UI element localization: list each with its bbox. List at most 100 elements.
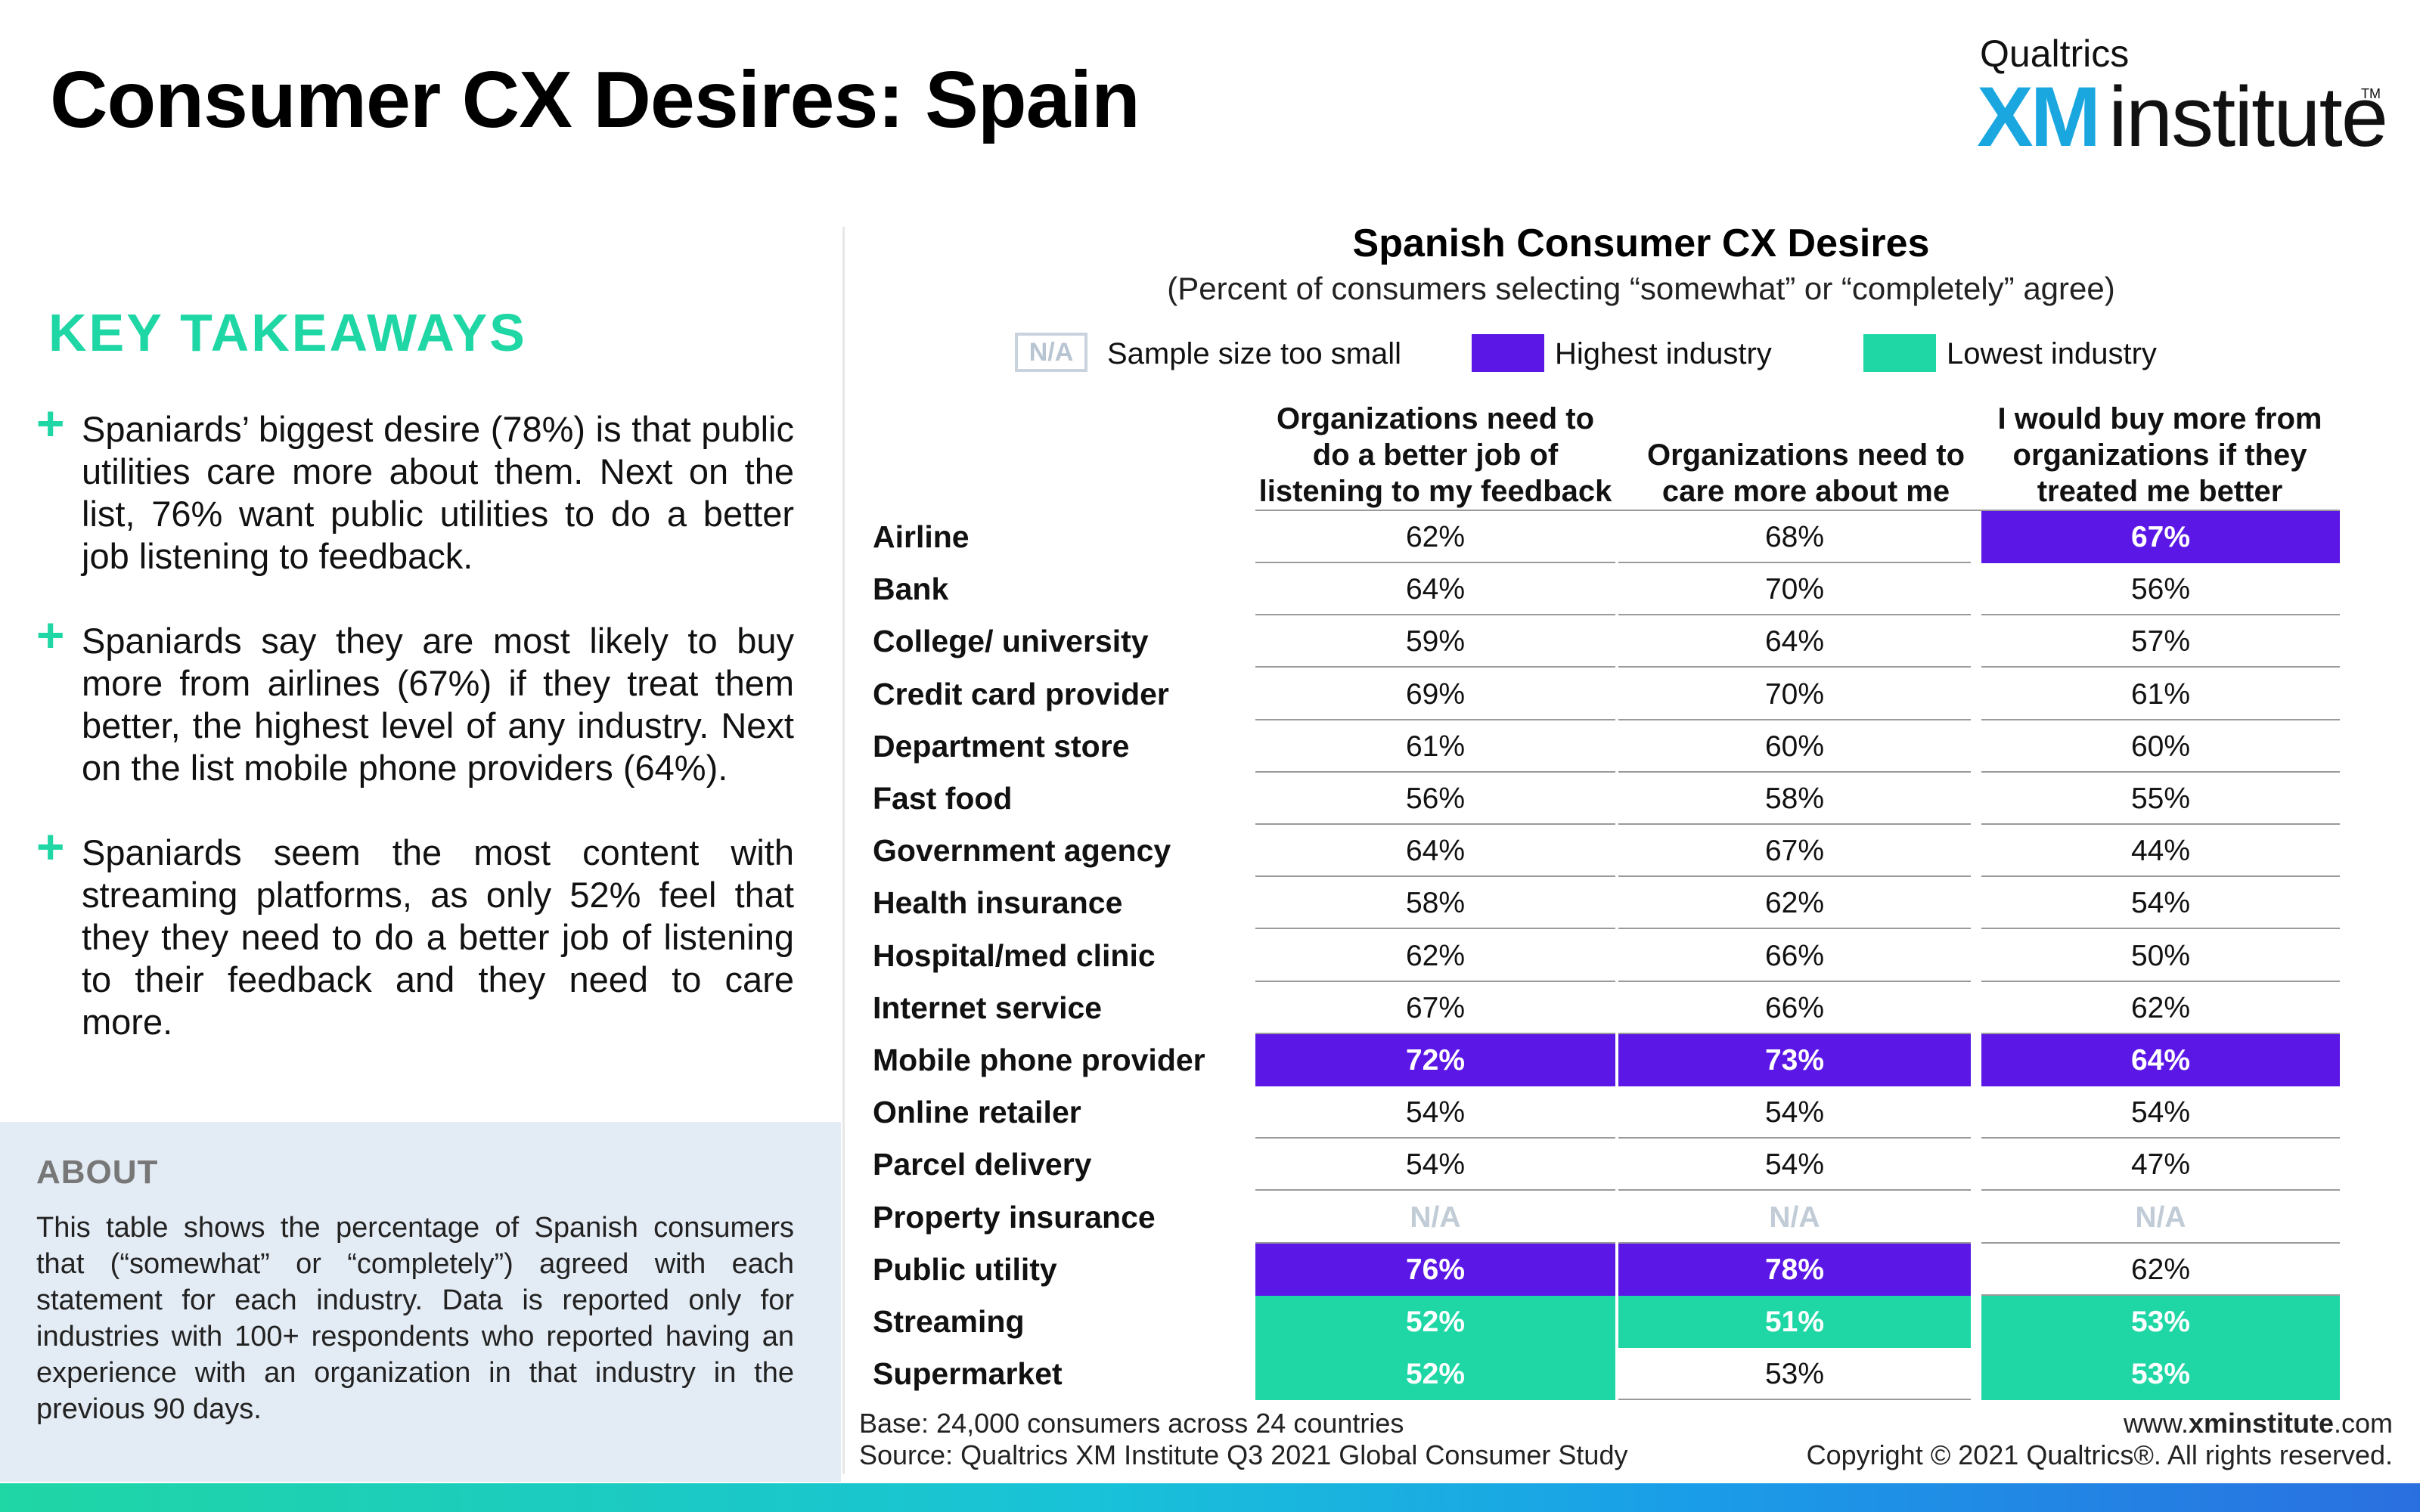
xm-institute-logo: Qualtrics XM institute TM bbox=[1977, 29, 2388, 164]
takeaway-text: Spaniards seem the most content with str… bbox=[82, 832, 794, 1042]
table-cell: 58% bbox=[1618, 773, 1971, 825]
table-cell: 53% bbox=[1981, 1296, 2340, 1348]
table-row: Mobile phone provider 72% 73% 64% bbox=[870, 1034, 2382, 1086]
table-cell: 70% bbox=[1618, 563, 1971, 616]
table-cell: 72% bbox=[1255, 1034, 1615, 1086]
legend-highest-swatch bbox=[1472, 334, 1544, 372]
row-label: Mobile phone provider bbox=[873, 1043, 1205, 1077]
table-cell: 56% bbox=[1255, 773, 1615, 825]
table-cell: 54% bbox=[1618, 1139, 1971, 1191]
row-label: Public utility bbox=[873, 1251, 1057, 1287]
table-cell: 60% bbox=[1618, 720, 1971, 773]
table-row: Health insurance 58% 62% 54% bbox=[870, 877, 2382, 930]
table-row: Credit card provider 69% 70% 61% bbox=[870, 668, 2382, 720]
chart-subtitle: (Percent of consumers selecting “somewha… bbox=[1167, 271, 2115, 306]
row-label: Government agency bbox=[873, 833, 1171, 869]
table-row: Bank 64% 70% 56% bbox=[870, 563, 2382, 616]
footer-url-prefix: www. bbox=[2123, 1408, 2189, 1439]
row-label: Department store bbox=[873, 728, 1130, 764]
row-label: Online retailer bbox=[873, 1095, 1081, 1130]
table-row: Airline 62% 68% 67% bbox=[870, 511, 2382, 563]
table-row: Streaming 52% 51% 53% bbox=[870, 1296, 2382, 1348]
table-cell: 70% bbox=[1618, 668, 1971, 720]
row-label: Health insurance bbox=[873, 885, 1123, 921]
footer-url[interactable]: www.xminstitute.com bbox=[1807, 1408, 2393, 1439]
section-divider bbox=[842, 227, 845, 1474]
row-label: Bank bbox=[873, 572, 949, 607]
table-cell: 69% bbox=[1255, 668, 1615, 720]
chart-title: Spanish Consumer CX Desires bbox=[1352, 222, 1930, 265]
table-cell: 64% bbox=[1618, 615, 1971, 668]
table-cell: 68% bbox=[1618, 511, 1971, 563]
table-cell: 54% bbox=[1981, 877, 2340, 930]
takeaway-item: + Spaniards’ biggest desire (78%) is tha… bbox=[33, 399, 794, 578]
row-label: Hospital/med clinic bbox=[873, 937, 1156, 973]
legend-lowest-label: Lowest industry bbox=[1947, 337, 2157, 370]
row-label: Internet service bbox=[873, 990, 1103, 1025]
table-cell: N/A bbox=[1618, 1191, 1971, 1244]
plus-icon: + bbox=[36, 608, 65, 662]
table-cell: 62% bbox=[1255, 930, 1615, 982]
table-cell: 64% bbox=[1255, 563, 1615, 616]
table-cell: 54% bbox=[1255, 1139, 1615, 1191]
logo-trademark: TM bbox=[2361, 86, 2381, 101]
table-cell: 67% bbox=[1618, 825, 1971, 878]
plus-icon: + bbox=[36, 396, 65, 451]
table-row: Parcel delivery 54% 54% 47% bbox=[870, 1139, 2382, 1191]
row-label: Airline bbox=[873, 519, 970, 554]
table-cell: 52% bbox=[1255, 1348, 1615, 1401]
row-label: College/ university bbox=[873, 624, 1149, 659]
table-cell: 54% bbox=[1618, 1086, 1971, 1139]
table-cell: 67% bbox=[1255, 982, 1615, 1034]
row-label: Credit card provider bbox=[873, 676, 1169, 711]
table-cell: 47% bbox=[1981, 1139, 2340, 1191]
table-cell: 76% bbox=[1255, 1243, 1615, 1296]
table-row: Government agency 64% 67% 44% bbox=[870, 825, 2382, 878]
table-row: Property insurance N/A N/A N/A bbox=[870, 1191, 2382, 1244]
table-cell: 53% bbox=[1981, 1348, 2340, 1401]
header-rule bbox=[1255, 510, 2340, 511]
table-cell: 78% bbox=[1618, 1243, 1971, 1296]
table-cell: N/A bbox=[1981, 1191, 2340, 1244]
table-cell: 54% bbox=[1255, 1086, 1615, 1139]
takeaway-text: Spaniards say they are most likely to bu… bbox=[82, 621, 794, 788]
table-cell: 44% bbox=[1981, 825, 2340, 878]
row-label: Fast food bbox=[873, 781, 1013, 816]
table-cell: 53% bbox=[1618, 1348, 1971, 1401]
logo-qualtrics-text: Qualtrics bbox=[1980, 33, 2130, 75]
table-cell: 54% bbox=[1981, 1086, 2340, 1139]
footer-url-bold: xminstitute bbox=[2188, 1408, 2334, 1439]
legend-lowest-swatch bbox=[1863, 334, 1936, 372]
table-cell: 58% bbox=[1255, 877, 1615, 930]
table-row: Public utility 76% 78% 62% bbox=[870, 1243, 2382, 1296]
table-cell: 73% bbox=[1618, 1034, 1971, 1086]
table-cell: 66% bbox=[1618, 930, 1971, 982]
legend-na-label: Sample size too small bbox=[1107, 337, 1402, 370]
table-cell: 61% bbox=[1255, 720, 1615, 773]
table-cell: 64% bbox=[1981, 1034, 2340, 1086]
takeaway-item: + Spaniards seem the most content with s… bbox=[33, 823, 794, 1043]
table-cell: 62% bbox=[1255, 511, 1615, 563]
footer-copyright-block: www.xminstitute.com Copyright © 2021 Qua… bbox=[1807, 1408, 2393, 1471]
table-cell: 64% bbox=[1255, 825, 1615, 878]
logo-institute-text: institute bbox=[2108, 70, 2388, 164]
row-label: Property insurance bbox=[873, 1199, 1156, 1235]
table-cell: 55% bbox=[1981, 773, 2340, 825]
key-takeaways-heading: KEY TAKEAWAYS bbox=[48, 303, 527, 362]
legend-na-swatch: N/A bbox=[1015, 333, 1087, 372]
table-cell: 67% bbox=[1981, 511, 2340, 563]
footer-base: Base: 24,000 consumers across 24 countri… bbox=[859, 1408, 1404, 1439]
about-text: This table shows the percentage of Spani… bbox=[36, 1212, 794, 1425]
table-cell: 60% bbox=[1981, 720, 2340, 773]
footer-source-block: Base: 24,000 consumers across 24 countri… bbox=[859, 1408, 1627, 1471]
table-cell: 61% bbox=[1981, 668, 2340, 720]
table-row: Department store 61% 60% 60% bbox=[870, 720, 2382, 773]
key-takeaways-list: + Spaniards’ biggest desire (78%) is tha… bbox=[33, 399, 794, 1043]
table-row: Online retailer 54% 54% 54% bbox=[870, 1086, 2382, 1139]
table-cell: 62% bbox=[1981, 982, 2340, 1034]
about-panel: ABOUT This table shows the percentage of… bbox=[0, 1122, 841, 1482]
table-row: Internet service 67% 66% 62% bbox=[870, 982, 2382, 1034]
table-row: Fast food 56% 58% 55% bbox=[870, 773, 2382, 825]
about-heading: ABOUT bbox=[36, 1154, 159, 1191]
table-cell: 50% bbox=[1981, 930, 2340, 982]
